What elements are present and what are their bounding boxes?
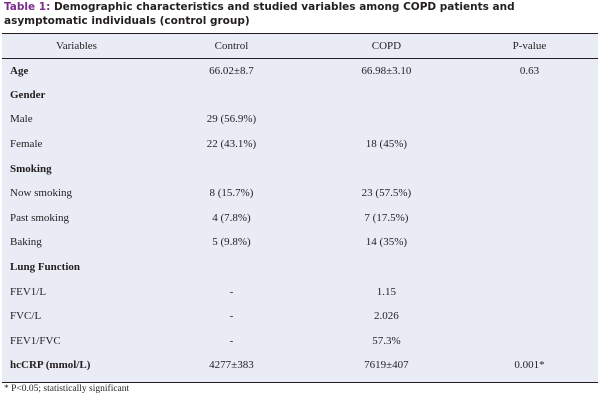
row-now-smoking: Now smoking 8 (15.7%) 23 (57.5%) [2,181,598,206]
data-table: Variables Control COPD P-value Age 66.02±… [2,34,598,378]
cell-control [151,156,312,181]
cell-copd [312,255,461,280]
cell-control: 29 (56.9%) [206,113,257,126]
cell-control: 8 (15.7%) [209,187,254,200]
cell-control: 66.02±8.7 [209,64,254,77]
table-header-row: Variables Control COPD P-value [2,34,598,59]
cell-p-value [461,132,598,157]
cell-copd: 66.98±3.10 [361,64,412,77]
row-fev1-fvc: FEV1/FVC - 57.3% [2,329,598,354]
cell-variable: Now smoking [10,187,73,200]
cell-copd: 14 (35%) [365,236,408,249]
cell-copd: 18 (45%) [365,138,408,151]
row-age: Age 66.02±8.7 66.98±3.10 0.63 [2,58,598,83]
header-control: Control [151,34,312,59]
cell-variable: Gender [10,88,46,101]
cell-control: - [229,334,234,347]
cell-p-value [461,329,598,354]
cell-p-value [461,279,598,304]
cell-copd [312,83,461,108]
cell-variable: FEV1/L [10,285,47,298]
cell-p-value [461,206,598,231]
data-table-container: Variables Control COPD P-value Age 66.02±… [2,33,598,383]
cell-p-value [461,181,598,206]
cell-copd: 57.3% [372,334,401,347]
cell-control: 22 (43.1%) [206,138,257,151]
cell-variable: Baking [10,236,42,249]
header-copd: COPD [311,34,461,59]
cell-variable: Male [10,113,33,126]
row-male: Male 29 (56.9%) [2,107,598,132]
row-gender: Gender [2,83,598,108]
table-caption: Table 1: Demographic characteristics and… [4,0,594,28]
row-fev1-l: FEV1/L - 1.15 [2,279,598,304]
cell-control: 5 (9.8%) [212,236,251,249]
cell-variable: Smoking [10,162,52,175]
row-baking: Baking 5 (9.8%) 14 (35%) [2,230,598,255]
cell-p-value: 0.001* [514,359,545,372]
table-caption-text: Demographic characteristics and studied … [4,1,515,27]
cell-control: 4277±383 [209,359,254,372]
cell-copd: 7619±407 [364,359,409,372]
row-lung-function: Lung Function [2,255,598,280]
cell-p-value [461,255,598,280]
cell-p-value [461,230,598,255]
row-fvc-l: FVC/L - 2.026 [2,304,598,329]
cell-control: - [229,285,234,298]
cell-copd: 1.15 [376,285,397,298]
cell-p-value [461,304,598,329]
row-smoking: Smoking [2,156,598,181]
cell-variable: Age [10,64,29,77]
row-hccrp: hcCRP (mmol/L) 4277±383 7619±407 0.001* [2,353,598,378]
row-past-smoking: Past smoking 4 (7.8%) 7 (17.5%) [2,206,598,231]
header-p-value: P-value [460,34,598,59]
cell-copd: 7 (17.5%) [364,211,409,224]
cell-copd: 2.026 [374,310,399,323]
cell-p-value: 0.63 [519,64,540,77]
cell-variable: FVC/L [10,310,42,323]
header-variables: Variables [2,34,151,59]
table-body: Age 66.02±8.7 66.98±3.10 0.63 Gender Male 29 (… [2,58,598,378]
cell-variable: FEV1/FVC [10,334,61,347]
cell-p-value [461,156,598,181]
cell-control [151,83,312,108]
cell-p-value [461,83,598,108]
cell-copd: 23 (57.5%) [361,187,412,200]
cell-copd [312,107,461,132]
cell-variable: Lung Function [10,261,80,274]
cell-variable: Past smoking [10,211,69,224]
table-caption-label: Table 1: [4,1,51,13]
cell-control [151,255,312,280]
table-footnote: * P<0.05; statistically significant [4,384,130,394]
cell-p-value [461,107,598,132]
cell-copd [312,156,461,181]
row-female: Female 22 (43.1%) 18 (45%) [2,132,598,157]
cell-variable: hcCRP (mmol/L) [10,359,91,372]
cell-control: 4 (7.8%) [212,211,251,224]
cell-control: - [229,310,234,323]
cell-variable: Female [10,138,43,151]
